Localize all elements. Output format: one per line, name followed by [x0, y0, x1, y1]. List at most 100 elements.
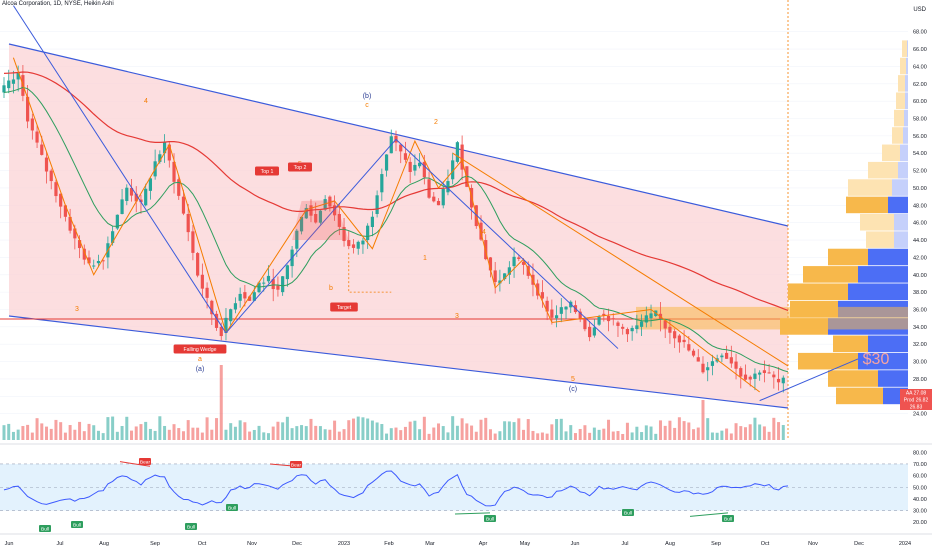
- vp-up-bar: [903, 127, 908, 144]
- candle-body: [328, 196, 332, 207]
- time-tick-label: Dec: [854, 541, 864, 547]
- volume-bar: [347, 420, 351, 440]
- volume-profile: [780, 40, 908, 405]
- volume-bar: [68, 425, 72, 440]
- volume-bar: [314, 425, 318, 440]
- signal-label: Bull: [724, 517, 732, 523]
- volume-bar: [470, 425, 474, 440]
- vp-up-bar: [858, 266, 908, 283]
- volume-bar: [295, 426, 299, 440]
- candle-body: [299, 216, 304, 232]
- volume-bar: [427, 433, 431, 440]
- volume-bar: [333, 420, 337, 440]
- time-tick-label: Jul: [621, 541, 628, 547]
- volume-bar: [2, 425, 6, 440]
- candle-body: [545, 300, 549, 312]
- volume-bar: [753, 417, 757, 440]
- volume-bar: [224, 429, 228, 440]
- volume-bar: [720, 430, 724, 440]
- time-tick-label: Oct: [761, 541, 770, 547]
- candle-body: [148, 178, 153, 191]
- price-tag-label: Prod 26.82: [904, 398, 929, 404]
- volume-bar: [26, 424, 30, 440]
- candle-body: [16, 72, 20, 80]
- wave-b-line: [225, 139, 397, 334]
- candle-body: [233, 303, 238, 310]
- volume-bar: [507, 421, 511, 440]
- pattern-label: Top 1: [261, 169, 274, 175]
- candle-body: [181, 196, 186, 214]
- signal-label: Bull: [486, 517, 494, 523]
- vp-down-bar: [868, 161, 898, 179]
- pattern-label-box: [255, 166, 279, 176]
- channel-fill: [9, 44, 788, 408]
- price-tick-label: 50.00: [913, 186, 927, 192]
- candle-body: [271, 279, 275, 290]
- candle-body: [77, 240, 82, 249]
- candle-body: [725, 352, 729, 359]
- signal-label: Bull: [41, 527, 49, 533]
- signal-label-box: [290, 461, 302, 468]
- wave-label: 1: [423, 255, 427, 262]
- candle-body: [82, 248, 86, 260]
- volume-bar: [21, 426, 25, 440]
- volume-bar: [380, 424, 384, 440]
- vp-down-bar: [892, 127, 903, 144]
- candle-body: [111, 231, 115, 243]
- volume-bar: [134, 426, 138, 440]
- wave-label: 3: [75, 306, 79, 313]
- volume-bar: [35, 418, 39, 440]
- candle-body: [40, 144, 44, 155]
- time-tick-label: Dec: [292, 541, 302, 547]
- candle-body: [276, 285, 280, 290]
- volume-bar: [739, 426, 743, 440]
- candle-body: [578, 311, 582, 320]
- signal-label: Bull: [73, 523, 81, 529]
- volume-bar: [92, 425, 96, 440]
- wave-label: 5: [571, 376, 575, 383]
- pattern-label-box: [330, 302, 358, 312]
- signal-label-box: [185, 523, 197, 530]
- volume-bar: [635, 426, 639, 440]
- volume-bar: [49, 428, 53, 440]
- volume-bar: [309, 418, 313, 440]
- candle-body: [418, 162, 422, 167]
- volume-bar: [304, 426, 308, 440]
- signal-label: Bull: [624, 511, 632, 517]
- target-price-label: $30: [863, 351, 890, 368]
- volume-bar: [172, 424, 176, 440]
- vp-up-bar: [894, 231, 908, 248]
- wave-label: c: [365, 102, 369, 109]
- candle-body: [436, 200, 441, 206]
- price-tick-label: 60.00: [913, 99, 927, 105]
- vp-up-bar: [905, 92, 908, 110]
- volume-bar: [583, 425, 587, 440]
- rsi-tick-label: 40.00: [913, 497, 927, 503]
- wave-label: b: [329, 285, 333, 292]
- vp-down-bar: [902, 40, 907, 57]
- vp-down-bar: [894, 109, 904, 127]
- volume-bar: [323, 429, 327, 440]
- volume-bar: [54, 419, 58, 440]
- volume-bar: [281, 422, 285, 440]
- candle-body: [739, 368, 743, 377]
- candle-body: [498, 280, 502, 284]
- volume-bar: [418, 429, 422, 440]
- volume-bar: [715, 432, 719, 440]
- channel-upper-line: [8, 43, 789, 227]
- vp-up-bar: [898, 161, 908, 179]
- pattern-label: Top 2: [294, 165, 307, 171]
- volume-bar: [531, 430, 535, 440]
- volume-bar: [356, 416, 360, 440]
- candle-body: [337, 214, 341, 227]
- candle-body: [219, 326, 223, 337]
- volume-bar: [621, 433, 625, 440]
- volume-bar: [191, 427, 195, 440]
- volume-bar: [767, 431, 771, 440]
- pattern-label: Target: [337, 305, 352, 311]
- volume-bar: [266, 433, 270, 440]
- candle-body: [63, 205, 67, 217]
- candle-body: [375, 195, 379, 214]
